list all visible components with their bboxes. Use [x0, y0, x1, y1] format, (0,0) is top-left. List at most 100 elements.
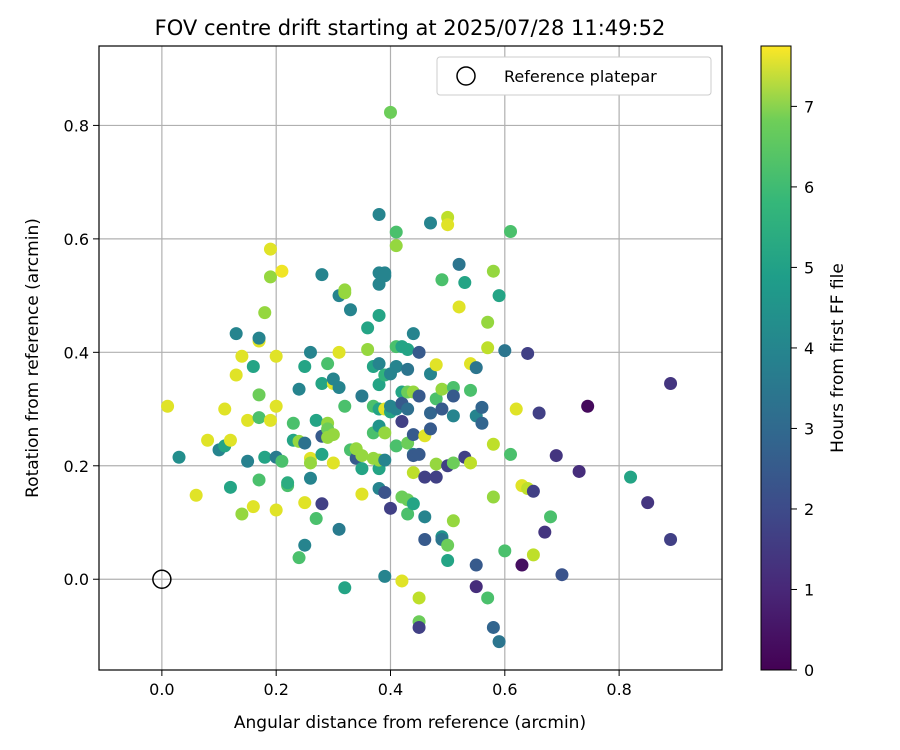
data-point	[275, 264, 289, 278]
data-point	[464, 456, 478, 470]
data-point	[298, 436, 312, 450]
data-point	[378, 269, 392, 283]
data-point	[372, 308, 386, 322]
data-point	[406, 327, 420, 341]
data-point	[241, 413, 255, 427]
data-point	[298, 360, 312, 374]
data-point	[498, 344, 512, 358]
data-point	[269, 399, 283, 413]
data-point	[269, 503, 283, 517]
data-point	[429, 457, 443, 471]
colorbar-tick-label: 4	[804, 339, 814, 358]
data-point	[458, 276, 472, 290]
x-axis-label: Angular distance from reference (arcmin)	[234, 713, 586, 733]
data-point	[258, 450, 272, 464]
colorbar-tick-label: 5	[804, 258, 814, 277]
y-axis-label: Rotation from reference (arcmin)	[23, 218, 43, 498]
data-point	[229, 368, 243, 382]
data-point	[475, 416, 489, 430]
data-points	[161, 105, 678, 649]
data-point	[252, 411, 266, 425]
data-point	[481, 341, 495, 355]
data-point	[201, 433, 215, 447]
data-point	[292, 382, 306, 396]
data-point	[298, 496, 312, 510]
data-point	[401, 362, 415, 376]
data-point	[292, 551, 306, 565]
data-point	[395, 415, 409, 429]
data-point	[246, 500, 260, 514]
x-tick-label: 0.0	[149, 680, 174, 699]
data-point	[161, 399, 175, 413]
data-point	[418, 470, 432, 484]
data-point	[429, 358, 443, 372]
data-point	[555, 568, 569, 582]
data-point	[275, 454, 289, 468]
data-point	[383, 105, 397, 119]
data-point	[441, 538, 455, 552]
data-point	[235, 507, 249, 521]
data-point	[263, 242, 277, 256]
colorbar-tick-label: 6	[804, 178, 814, 197]
data-point	[486, 490, 500, 504]
data-point	[446, 456, 460, 470]
data-point	[389, 225, 403, 239]
data-point	[418, 510, 432, 524]
data-point	[441, 218, 455, 232]
data-point	[315, 447, 329, 461]
data-point	[332, 345, 346, 359]
data-point	[269, 349, 283, 363]
data-point	[252, 331, 266, 345]
data-point	[303, 345, 317, 359]
colorbar-ticks: 0 1 2 3 4 5 6 7	[791, 97, 814, 680]
data-point	[452, 257, 466, 271]
data-point	[401, 507, 415, 521]
data-point	[624, 470, 638, 484]
data-point	[338, 399, 352, 413]
data-point	[481, 591, 495, 605]
data-point	[223, 480, 237, 494]
legend-box	[436, 56, 712, 96]
data-point	[389, 360, 403, 374]
data-point	[252, 388, 266, 402]
data-point	[241, 454, 255, 468]
data-point	[435, 382, 449, 396]
data-point	[492, 635, 506, 649]
data-point	[258, 306, 272, 320]
data-point	[332, 380, 346, 394]
data-point	[355, 449, 369, 463]
data-point	[406, 466, 420, 480]
data-point	[355, 487, 369, 501]
data-point	[526, 484, 540, 498]
data-point	[406, 497, 420, 511]
legend-marker	[456, 66, 476, 86]
data-point	[263, 413, 277, 427]
data-point	[481, 315, 495, 329]
data-point	[326, 456, 340, 470]
data-point	[338, 581, 352, 595]
data-point	[389, 239, 403, 253]
data-point	[189, 488, 203, 502]
data-point	[246, 360, 260, 374]
data-point	[406, 428, 420, 442]
x-tick-label: 0.4	[378, 680, 403, 699]
data-point	[389, 439, 403, 453]
data-point	[532, 406, 546, 420]
data-point	[452, 300, 466, 314]
data-point	[412, 389, 426, 403]
y-tick-label: 0.8	[64, 116, 89, 135]
data-point	[504, 224, 518, 238]
data-point	[326, 428, 340, 442]
chart-title: FOV centre drift starting at 2025/07/28 …	[155, 16, 666, 40]
data-point	[361, 342, 375, 356]
x-tick-label: 0.2	[263, 680, 288, 699]
colorbar-tick-label: 2	[804, 500, 814, 519]
data-point	[486, 620, 500, 634]
data-point	[486, 264, 500, 278]
plot-frame	[98, 45, 723, 671]
data-point	[446, 409, 460, 423]
data-point	[469, 361, 483, 375]
data-point	[378, 569, 392, 583]
data-point	[538, 525, 552, 539]
reference-point-marker	[152, 569, 172, 589]
